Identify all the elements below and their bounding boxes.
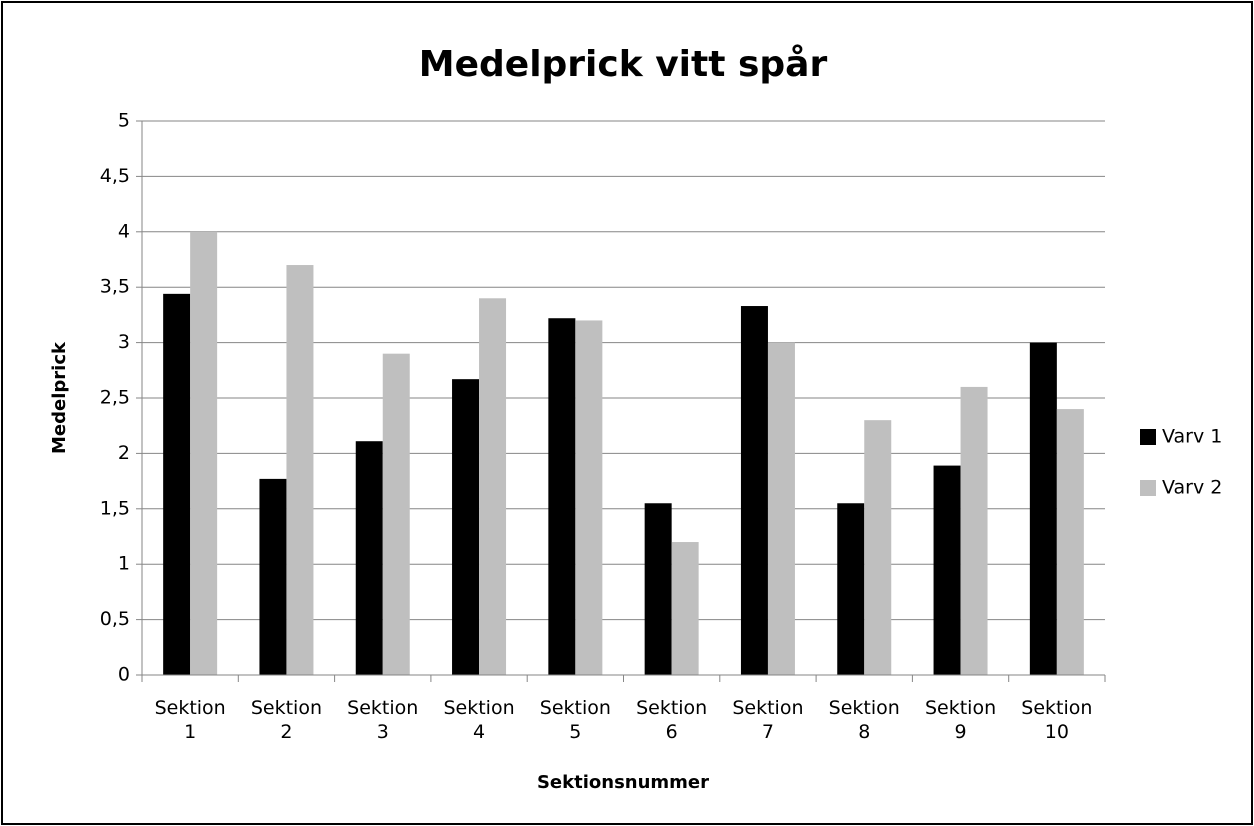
bar — [864, 420, 892, 675]
bar — [837, 503, 865, 675]
x-tick-label: Sektion 4 — [443, 697, 515, 743]
bar — [259, 478, 287, 675]
x-tick-label: Sektion 9 — [924, 697, 997, 743]
legend-label: Varv 1 — [1162, 426, 1222, 448]
bar — [286, 265, 314, 675]
x-tick-label: Sektion 8 — [828, 697, 900, 743]
y-tick-label: 4,5 — [100, 165, 130, 187]
bar — [960, 386, 988, 675]
x-tick-label: Sektion 1 — [154, 697, 226, 743]
bar — [548, 318, 576, 675]
y-tick-label: 0 — [118, 664, 130, 686]
bar — [767, 342, 795, 675]
x-axis-title: Sektionsnummer — [537, 772, 709, 793]
bar — [740, 306, 768, 675]
x-tick-label: Sektion 3 — [347, 697, 419, 743]
y-tick-label: 1,5 — [100, 497, 130, 519]
bar — [382, 353, 410, 675]
bar — [452, 379, 480, 675]
x-tick-label: Sektion 7 — [732, 697, 804, 743]
bar — [479, 298, 507, 675]
bar — [190, 231, 218, 676]
y-tick-label: 5 — [118, 110, 130, 132]
y-tick-label: 2 — [118, 442, 130, 464]
legend-swatch — [1140, 429, 1156, 445]
x-tick-label: Sektion 6 — [636, 697, 708, 743]
bar — [575, 320, 603, 675]
bar — [1056, 409, 1084, 675]
bar — [163, 293, 191, 675]
bar — [671, 542, 699, 675]
legend-label: Varv 2 — [1162, 477, 1222, 499]
y-tick-label: 4 — [118, 220, 130, 242]
chart-title: Medelprick vitt spår — [419, 44, 828, 85]
y-tick-label: 0,5 — [100, 608, 130, 630]
x-tick-label: Sektion 5 — [539, 697, 611, 743]
y-tick-label: 3,5 — [100, 276, 130, 298]
bar — [355, 441, 383, 675]
y-tick-label: 3 — [118, 331, 130, 353]
x-tick-label: Sektion 10 — [1021, 697, 1093, 743]
x-tick-label: Sektion 2 — [250, 697, 323, 743]
bar — [933, 465, 961, 675]
y-axis-title: Medelprick — [49, 341, 70, 454]
bar — [644, 503, 672, 675]
legend-swatch — [1140, 480, 1156, 496]
y-tick-label: 1 — [118, 553, 130, 575]
bar — [1029, 342, 1057, 675]
y-tick-label: 2,5 — [100, 387, 130, 409]
